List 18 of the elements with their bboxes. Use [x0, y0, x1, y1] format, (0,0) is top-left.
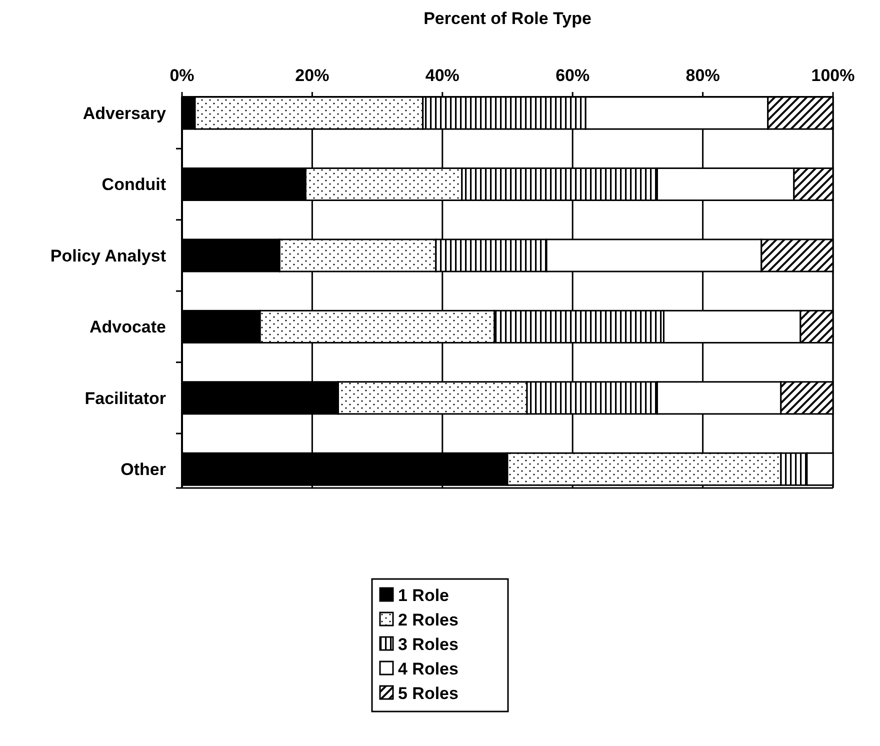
legend-label: 3 Roles: [398, 634, 458, 654]
x-axis-title: Percent of Role Type: [424, 9, 592, 28]
legend-label: 2 Roles: [398, 610, 458, 630]
x-tick-label: 60%: [556, 66, 590, 85]
y-tick-label: Other: [120, 460, 166, 480]
x-tick-label: 80%: [686, 66, 720, 85]
legend-label: 5 Roles: [398, 684, 458, 703]
x-tick-label: 0%: [170, 66, 194, 85]
y-tick-label: Policy Analyst: [50, 246, 166, 266]
x-tick-label: 100%: [811, 66, 855, 85]
y-tick-label: Advocate: [89, 318, 166, 337]
x-tick-label: 40%: [425, 66, 460, 85]
legend-label: 1 Role: [398, 586, 450, 605]
y-tick-label: Adversary: [82, 104, 167, 123]
y-tick-label: Facilitator: [84, 388, 166, 408]
legend-label: 4 Roles: [398, 659, 458, 678]
x-tick-label: 20%: [295, 66, 330, 85]
y-tick-label: Conduit: [102, 175, 166, 194]
